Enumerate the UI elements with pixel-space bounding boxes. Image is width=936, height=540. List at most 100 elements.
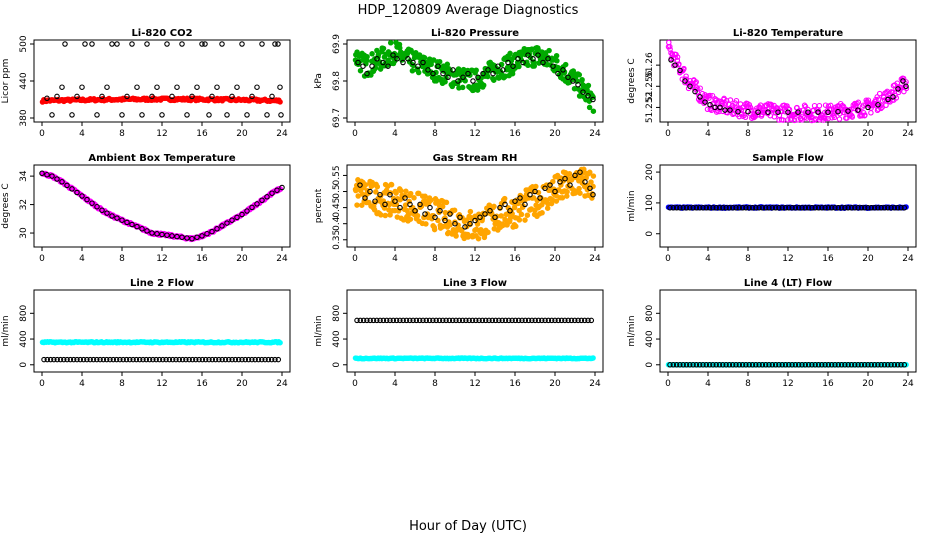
data-point — [707, 102, 713, 108]
data-point — [838, 205, 845, 211]
x-tick-label: 0 — [39, 379, 45, 389]
data-point — [748, 108, 755, 114]
data-point — [553, 198, 560, 204]
data-point — [277, 84, 283, 90]
x-tick-label: 0 — [352, 379, 358, 389]
panel-title: Sample Flow — [752, 153, 824, 164]
data-point — [789, 205, 795, 211]
data-point — [422, 211, 428, 217]
data-point — [355, 193, 361, 199]
data-point — [487, 208, 493, 214]
data-point — [736, 205, 743, 211]
data-point — [44, 356, 51, 363]
panel-6: Sample Flow ml/min 0 100 200 0 4 8 12 16 20 24 — [627, 153, 917, 264]
data-point — [736, 362, 743, 368]
data-point — [849, 114, 856, 120]
data-point — [437, 208, 443, 214]
data-point — [387, 317, 393, 324]
panel-2: Li-820 Pressure kPa 69.7 69.8 69.9 0 4 8 12 16 20 2… — [314, 28, 604, 139]
data-point — [357, 317, 364, 324]
data-point — [575, 81, 581, 88]
data-point — [518, 211, 525, 218]
data-point — [522, 317, 529, 324]
data-point — [868, 110, 874, 116]
data-point — [124, 219, 130, 226]
data-point — [795, 362, 802, 368]
data-point — [683, 73, 689, 79]
data-point — [753, 362, 759, 368]
data-point — [894, 205, 901, 211]
data-point — [885, 96, 891, 103]
data-point — [590, 96, 596, 103]
data-point — [374, 317, 380, 324]
data-point — [667, 205, 673, 211]
panel-5: Gas Stream RH percent 0.350.40.450.50.55 0 4… — [314, 153, 604, 264]
x-axis-label: Hour of Day (UTC) — [409, 519, 527, 534]
data-point — [134, 223, 140, 230]
data-point — [861, 362, 868, 368]
data-point — [545, 56, 551, 62]
data-point — [442, 217, 448, 224]
data-point — [749, 205, 756, 211]
data-point — [229, 93, 235, 100]
data-point — [515, 56, 521, 62]
data-point — [512, 198, 518, 204]
data-point — [194, 234, 200, 241]
data-point — [900, 75, 907, 82]
data-point — [799, 362, 805, 368]
series-average — [44, 41, 284, 118]
data-point — [369, 51, 375, 57]
data-point — [878, 205, 884, 211]
data-point — [462, 224, 468, 230]
data-point — [769, 205, 776, 211]
data-point — [239, 211, 245, 218]
data-point — [79, 84, 85, 90]
data-point — [387, 40, 394, 46]
data-point — [552, 188, 558, 195]
data-point — [540, 59, 546, 66]
data-point — [353, 187, 359, 194]
data-point — [502, 317, 509, 324]
data-point — [812, 205, 818, 211]
data-point — [164, 232, 170, 238]
data-point — [239, 356, 245, 363]
data-point — [672, 62, 678, 68]
data-point — [87, 356, 93, 363]
data-point — [855, 107, 861, 113]
y-tick-label: 0.35 — [332, 230, 342, 250]
x-tick-label: 20 — [862, 379, 874, 389]
data-point — [444, 61, 451, 68]
x-tick-label: 24 — [276, 379, 288, 389]
y-tick-label: 0 — [19, 362, 29, 368]
x-tick-label: 4 — [705, 129, 711, 139]
data-point — [792, 362, 799, 368]
data-point — [729, 362, 736, 368]
data-point — [786, 205, 792, 211]
data-point — [567, 182, 573, 188]
data-point — [868, 362, 875, 368]
data-point — [357, 67, 364, 74]
data-point — [154, 84, 160, 90]
data-point — [407, 216, 414, 222]
data-point — [825, 362, 832, 368]
data-point — [703, 205, 710, 211]
data-point — [891, 362, 898, 368]
x-tick-label: 12 — [156, 254, 167, 264]
data-point — [470, 78, 476, 84]
data-point — [77, 356, 84, 363]
data-point — [828, 362, 835, 368]
x-tick-label: 20 — [862, 254, 874, 264]
data-point — [667, 43, 673, 50]
data-point — [492, 317, 499, 324]
data-point — [845, 205, 851, 211]
data-point — [743, 362, 749, 368]
data-point — [398, 187, 404, 194]
data-point — [144, 41, 150, 47]
data-point — [716, 362, 723, 368]
data-point — [255, 356, 262, 363]
data-point — [268, 356, 275, 363]
data-point — [865, 104, 871, 111]
data-point — [795, 205, 802, 211]
data-point — [842, 205, 848, 211]
data-point — [746, 205, 752, 211]
